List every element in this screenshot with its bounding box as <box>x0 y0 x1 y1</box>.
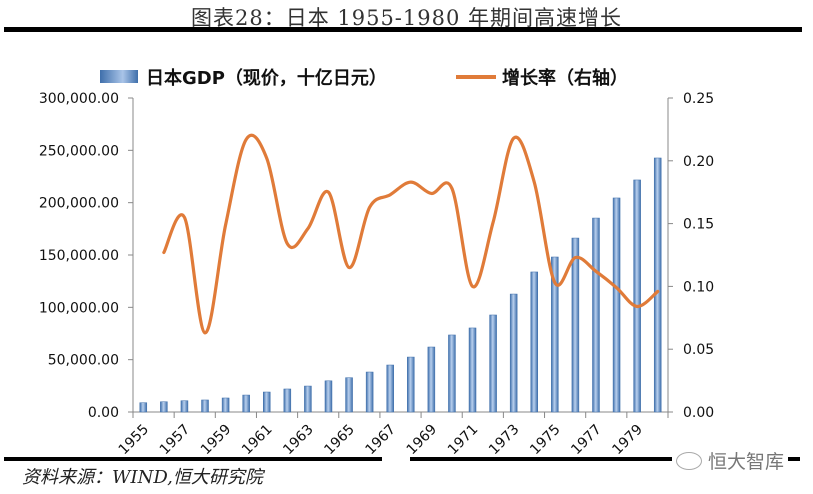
bottom-rule <box>4 457 382 461</box>
gdp-bar <box>530 271 538 413</box>
right-axis-tick-label: 0.05 <box>683 342 714 358</box>
gdp-bar <box>221 397 230 413</box>
gdp-bar <box>592 217 600 413</box>
gdp-bar <box>324 380 333 413</box>
gdp-bar <box>551 256 559 413</box>
watermark: 恒大智库 <box>672 447 789 474</box>
legend-label-gdp: 日本GDP（现价，十亿日元） <box>146 67 387 89</box>
x-axis-tick-label: 1965 <box>321 422 358 459</box>
gdp-bar <box>201 399 209 413</box>
x-axis-tick-label: 1969 <box>404 422 441 459</box>
growth-rate-line <box>162 133 660 335</box>
gdp-bar <box>242 394 250 413</box>
right-axis-tick-label: 0.10 <box>683 279 714 295</box>
right-axis-tick-label: 0.15 <box>683 217 714 233</box>
x-axis-tick-label: 1955 <box>116 422 153 459</box>
left-axis-tick-label: 200,000.00 <box>39 196 119 212</box>
gdp-bar <box>365 371 374 413</box>
left-axis-tick-label: 50,000.00 <box>48 353 119 369</box>
left-axis-tick-label: 150,000.00 <box>39 248 119 264</box>
gdp-bar <box>653 157 662 413</box>
gdp-bar <box>612 197 621 413</box>
left-axis-tick-label: 100,000.00 <box>39 300 119 316</box>
right-axis-tick-label: 0.00 <box>683 405 714 421</box>
gdp-bar <box>139 402 148 413</box>
left-axis-tick-label: 250,000.00 <box>39 143 119 159</box>
gdp-bar <box>571 237 580 413</box>
legend-swatch-gdp <box>100 70 138 83</box>
gdp-bar <box>448 334 456 413</box>
gdp-bar <box>180 400 189 413</box>
gdp-bar <box>160 401 168 413</box>
gdp-bar <box>509 293 518 413</box>
x-axis-tick-label: 1963 <box>280 422 317 459</box>
gdp-bar <box>263 391 271 413</box>
gdp-bar <box>386 364 394 413</box>
x-axis-tick-label: 1979 <box>609 422 646 459</box>
gdp-bar <box>304 385 312 413</box>
legend-label-growth: 增长率（右轴） <box>502 67 628 89</box>
gdp-bar <box>407 356 415 413</box>
gdp-bar <box>633 179 641 413</box>
x-axis-tick-label: 1957 <box>157 422 194 459</box>
x-axis-tick-label: 1971 <box>445 422 482 459</box>
x-axis-tick-label: 1973 <box>486 422 523 459</box>
gdp-bar <box>427 346 436 413</box>
wechat-icon <box>676 451 702 470</box>
watermark-text: 恒大智库 <box>708 451 785 473</box>
gdp-bar <box>283 388 292 413</box>
left-axis-tick-label: 0.00 <box>88 405 119 421</box>
gdp-bar <box>489 314 497 413</box>
title-rule <box>4 27 802 32</box>
legend: 日本GDP（现价，十亿日元） 增长率（右轴） <box>100 67 628 89</box>
source-note: 资料来源：WIND,恒大研究院 <box>22 467 263 488</box>
bottom-rule-right <box>410 457 800 461</box>
x-axis-tick-label: 1977 <box>568 422 605 459</box>
x-axis-tick-label: 1975 <box>527 422 564 459</box>
chart-title: 图表28：日本 1955-1980 年期间高速增长 <box>190 6 623 30</box>
x-axis-tick-label: 1959 <box>198 422 235 459</box>
left-axis-tick-label: 300,000.00 <box>39 91 119 107</box>
right-axis-tick-label: 0.25 <box>683 91 714 107</box>
gdp-bar <box>345 377 353 413</box>
x-axis-tick-label: 1961 <box>239 422 276 459</box>
x-axis-tick-label: 1967 <box>363 422 400 459</box>
right-axis-tick-label: 0.20 <box>683 154 714 170</box>
gdp-bar <box>468 327 477 413</box>
